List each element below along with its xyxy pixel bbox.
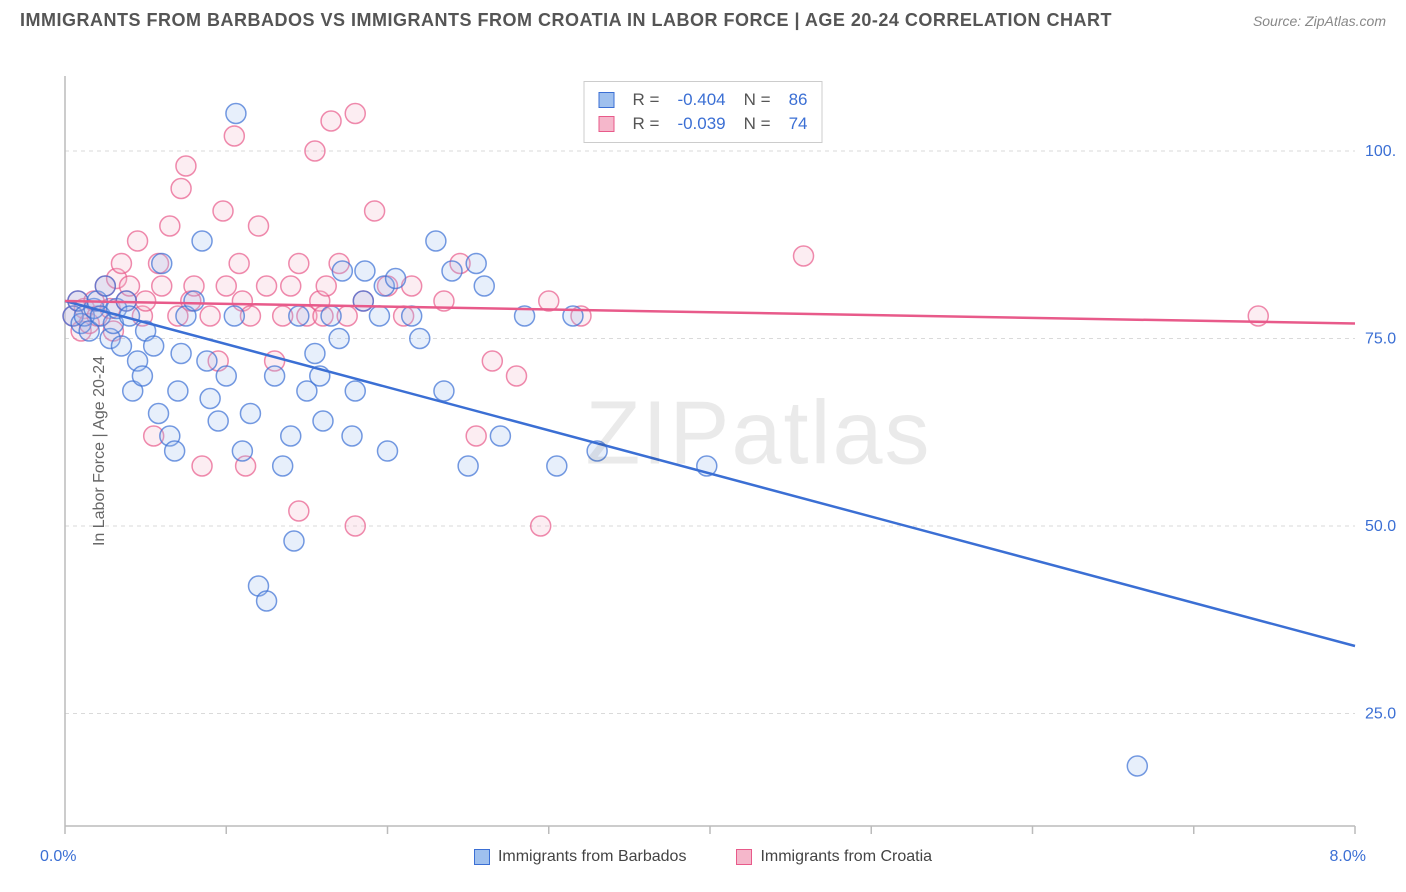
series-legend: Immigrants from Barbados Immigrants from…	[474, 848, 932, 866]
r-value-1: -0.039	[677, 114, 725, 134]
r-label: R =	[633, 114, 660, 134]
svg-text:75.0%: 75.0%	[1365, 331, 1396, 348]
chart-container: In Labor Force | Age 20-24 25.0% 50.0% 75.…	[10, 36, 1396, 866]
chart-title: IMMIGRANTS FROM BARBADOS VS IMMIGRANTS F…	[20, 10, 1112, 31]
x-max-label: 8.0%	[1330, 848, 1366, 866]
series-swatch-0	[474, 849, 490, 865]
svg-text:25.0%: 25.0%	[1365, 706, 1396, 723]
n-value-0: 86	[789, 90, 808, 110]
series-name-1: Immigrants from Croatia	[760, 848, 932, 866]
svg-text:50.0%: 50.0%	[1365, 518, 1396, 535]
series-legend-item-0: Immigrants from Barbados	[474, 848, 687, 866]
series-swatch-1	[736, 849, 752, 865]
legend-swatch-1	[599, 116, 615, 132]
series-name-0: Immigrants from Barbados	[498, 848, 687, 866]
r-value-0: -0.404	[677, 90, 725, 110]
chart-source: Source: ZipAtlas.com	[1253, 13, 1386, 29]
series-legend-item-1: Immigrants from Croatia	[736, 848, 932, 866]
legend-swatch-0	[599, 92, 615, 108]
chart-header: IMMIGRANTS FROM BARBADOS VS IMMIGRANTS F…	[10, 10, 1396, 36]
scatter-chart-svg: 25.0% 50.0% 75.0% 100.0%	[10, 36, 1396, 866]
n-label: N =	[744, 114, 771, 134]
legend-row-1: R = -0.039 N = 74	[599, 112, 808, 136]
legend-row-0: R = -0.404 N = 86	[599, 88, 808, 112]
n-label: N =	[744, 90, 771, 110]
n-value-1: 74	[789, 114, 808, 134]
svg-text:100.0%: 100.0%	[1365, 143, 1396, 160]
r-label: R =	[633, 90, 660, 110]
x-min-label: 0.0%	[40, 848, 76, 866]
y-axis-label: In Labor Force | Age 20-24	[91, 356, 109, 546]
bottom-legend: 0.0% Immigrants from Barbados Immigrants…	[10, 848, 1396, 866]
correlation-legend: R = -0.404 N = 86 R = -0.039 N = 74	[584, 81, 823, 143]
